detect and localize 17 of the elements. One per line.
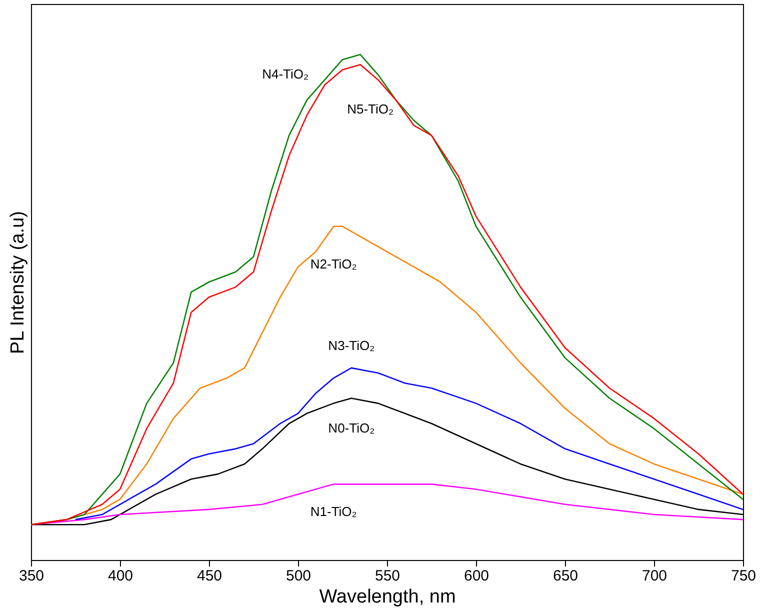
series-label: N3-TiO₂ — [328, 338, 375, 353]
series-label: N5-TiO₂ — [347, 102, 394, 117]
x-tick-label: 350 — [18, 568, 44, 584]
x-tick-label: 550 — [374, 568, 400, 584]
series-label: N4-TiO₂ — [262, 66, 309, 82]
series-label: N1-TiO₂ — [310, 504, 357, 520]
x-tick-label: 600 — [464, 568, 490, 584]
x-tick-label: 750 — [730, 568, 756, 584]
x-tick-label: 450 — [196, 568, 222, 584]
x-tick-label: 700 — [642, 568, 668, 584]
x-tick-label: 500 — [286, 568, 312, 584]
x-tick-label: 650 — [552, 568, 578, 584]
x-axis-title: Wavelength, nm — [319, 586, 456, 608]
x-tick-label: 400 — [108, 568, 134, 584]
series-label: N2-TiO₂ — [310, 256, 357, 272]
series-label: N0-TiO₂ — [328, 420, 375, 436]
y-axis-title: PL Intensity (a.u) — [8, 211, 28, 354]
